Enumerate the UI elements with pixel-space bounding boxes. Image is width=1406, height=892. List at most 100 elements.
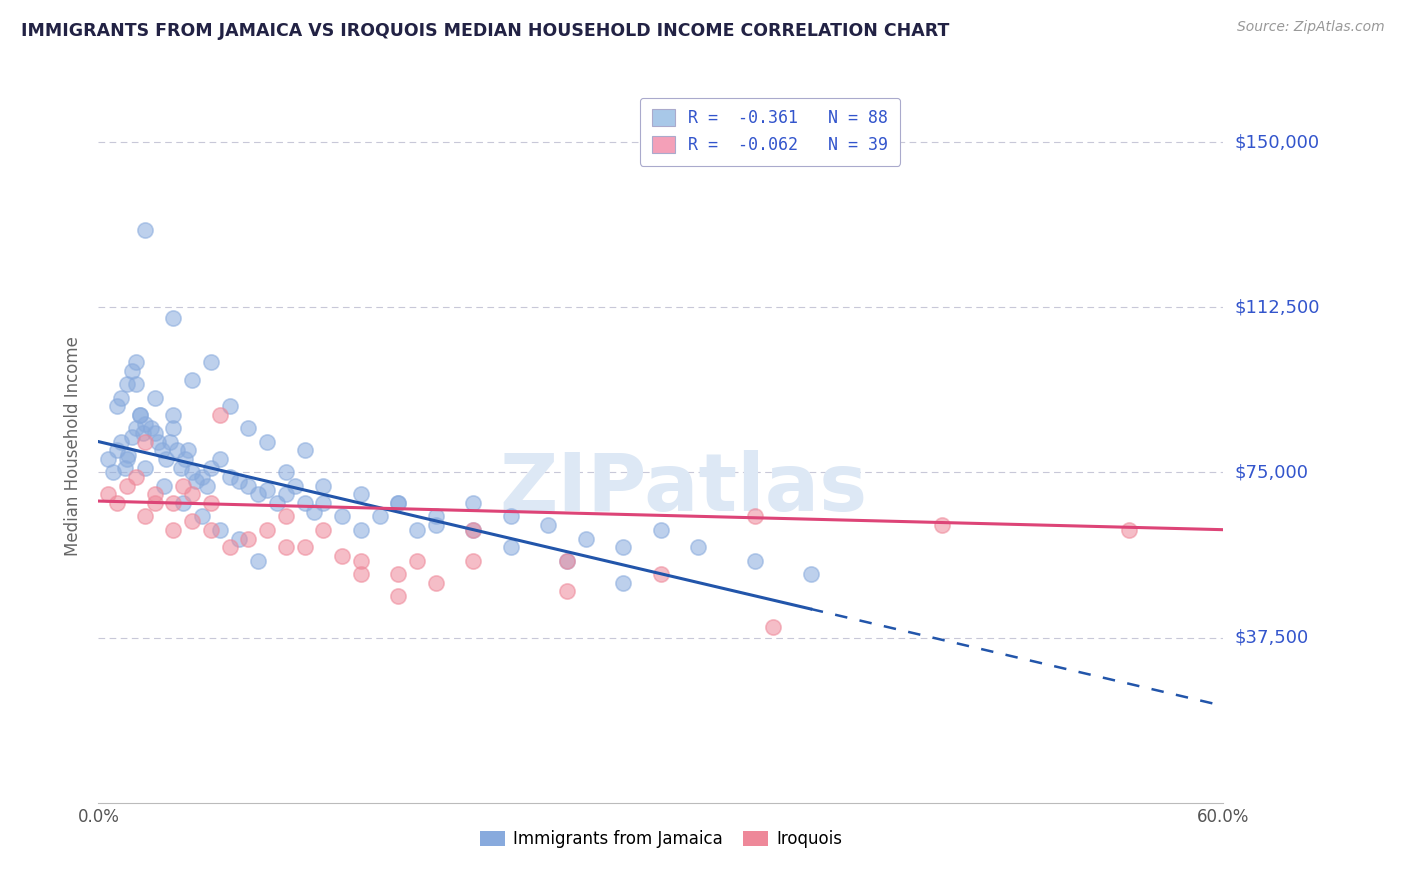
- Point: [274, 466, 297, 480]
- Point: [228, 475, 250, 489]
- Point: [200, 355, 222, 369]
- Point: [110, 391, 132, 405]
- Point: [555, 553, 578, 567]
- Point: [425, 518, 447, 533]
- Y-axis label: Median Household Income: Median Household Income: [65, 336, 83, 556]
- Point: [387, 589, 409, 603]
- Point: [463, 523, 485, 537]
- Text: $112,500: $112,500: [1234, 298, 1320, 317]
- Point: [128, 408, 150, 422]
- Point: [134, 434, 156, 449]
- Point: [406, 553, 429, 567]
- Point: [274, 541, 297, 555]
- Point: [209, 452, 232, 467]
- Point: [105, 400, 128, 414]
- Point: [246, 487, 269, 501]
- Point: [499, 509, 522, 524]
- Point: [125, 377, 148, 392]
- Point: [256, 483, 278, 497]
- Point: [294, 541, 316, 555]
- Point: [134, 417, 156, 431]
- Point: [115, 478, 138, 492]
- Point: [555, 584, 578, 599]
- Point: [387, 496, 409, 510]
- Point: [143, 496, 166, 510]
- Point: [330, 549, 353, 563]
- Point: [499, 541, 522, 555]
- Point: [218, 400, 240, 414]
- Point: [302, 505, 325, 519]
- Point: [181, 514, 204, 528]
- Point: [575, 532, 598, 546]
- Point: [744, 509, 766, 524]
- Point: [463, 496, 485, 510]
- Point: [294, 496, 316, 510]
- Point: [284, 478, 307, 492]
- Point: [110, 434, 132, 449]
- Point: [1118, 523, 1140, 537]
- Point: [218, 470, 240, 484]
- Point: [312, 496, 335, 510]
- Point: [350, 553, 373, 567]
- Point: [612, 541, 634, 555]
- Point: [173, 452, 195, 467]
- Point: [190, 470, 212, 484]
- Point: [159, 434, 181, 449]
- Point: [114, 461, 136, 475]
- Point: [246, 553, 269, 567]
- Text: ZIPatlas: ZIPatlas: [499, 450, 868, 528]
- Point: [200, 496, 222, 510]
- Point: [148, 434, 170, 449]
- Point: [218, 541, 240, 555]
- Point: [800, 566, 823, 581]
- Point: [256, 523, 278, 537]
- Text: $150,000: $150,000: [1234, 133, 1319, 151]
- Point: [177, 443, 200, 458]
- Point: [170, 461, 193, 475]
- Point: [134, 509, 156, 524]
- Point: [294, 443, 316, 458]
- Point: [105, 443, 128, 458]
- Point: [121, 364, 143, 378]
- Point: [387, 496, 409, 510]
- Point: [128, 408, 150, 422]
- Text: IMMIGRANTS FROM JAMAICA VS IROQUOIS MEDIAN HOUSEHOLD INCOME CORRELATION CHART: IMMIGRANTS FROM JAMAICA VS IROQUOIS MEDI…: [21, 22, 949, 40]
- Text: $37,500: $37,500: [1234, 629, 1309, 647]
- Point: [121, 430, 143, 444]
- Point: [184, 475, 207, 489]
- Point: [150, 443, 173, 458]
- Point: [238, 421, 260, 435]
- Point: [463, 553, 485, 567]
- Point: [274, 509, 297, 524]
- Point: [125, 355, 148, 369]
- Point: [350, 487, 373, 501]
- Point: [172, 496, 194, 510]
- Point: [425, 509, 447, 524]
- Point: [744, 553, 766, 567]
- Point: [134, 223, 156, 237]
- Point: [162, 408, 184, 422]
- Point: [238, 478, 260, 492]
- Text: $75,000: $75,000: [1234, 464, 1309, 482]
- Point: [125, 421, 148, 435]
- Point: [274, 487, 297, 501]
- Point: [103, 466, 125, 480]
- Point: [312, 478, 335, 492]
- Point: [134, 461, 156, 475]
- Point: [209, 408, 232, 422]
- Point: [132, 425, 155, 440]
- Point: [555, 553, 578, 567]
- Point: [115, 377, 138, 392]
- Point: [166, 443, 188, 458]
- Point: [162, 523, 184, 537]
- Point: [368, 509, 391, 524]
- Point: [162, 496, 184, 510]
- Point: [312, 523, 335, 537]
- Point: [97, 452, 120, 467]
- Point: [688, 541, 710, 555]
- Point: [387, 566, 409, 581]
- Point: [162, 421, 184, 435]
- Point: [650, 523, 672, 537]
- Point: [200, 523, 222, 537]
- Point: [350, 566, 373, 581]
